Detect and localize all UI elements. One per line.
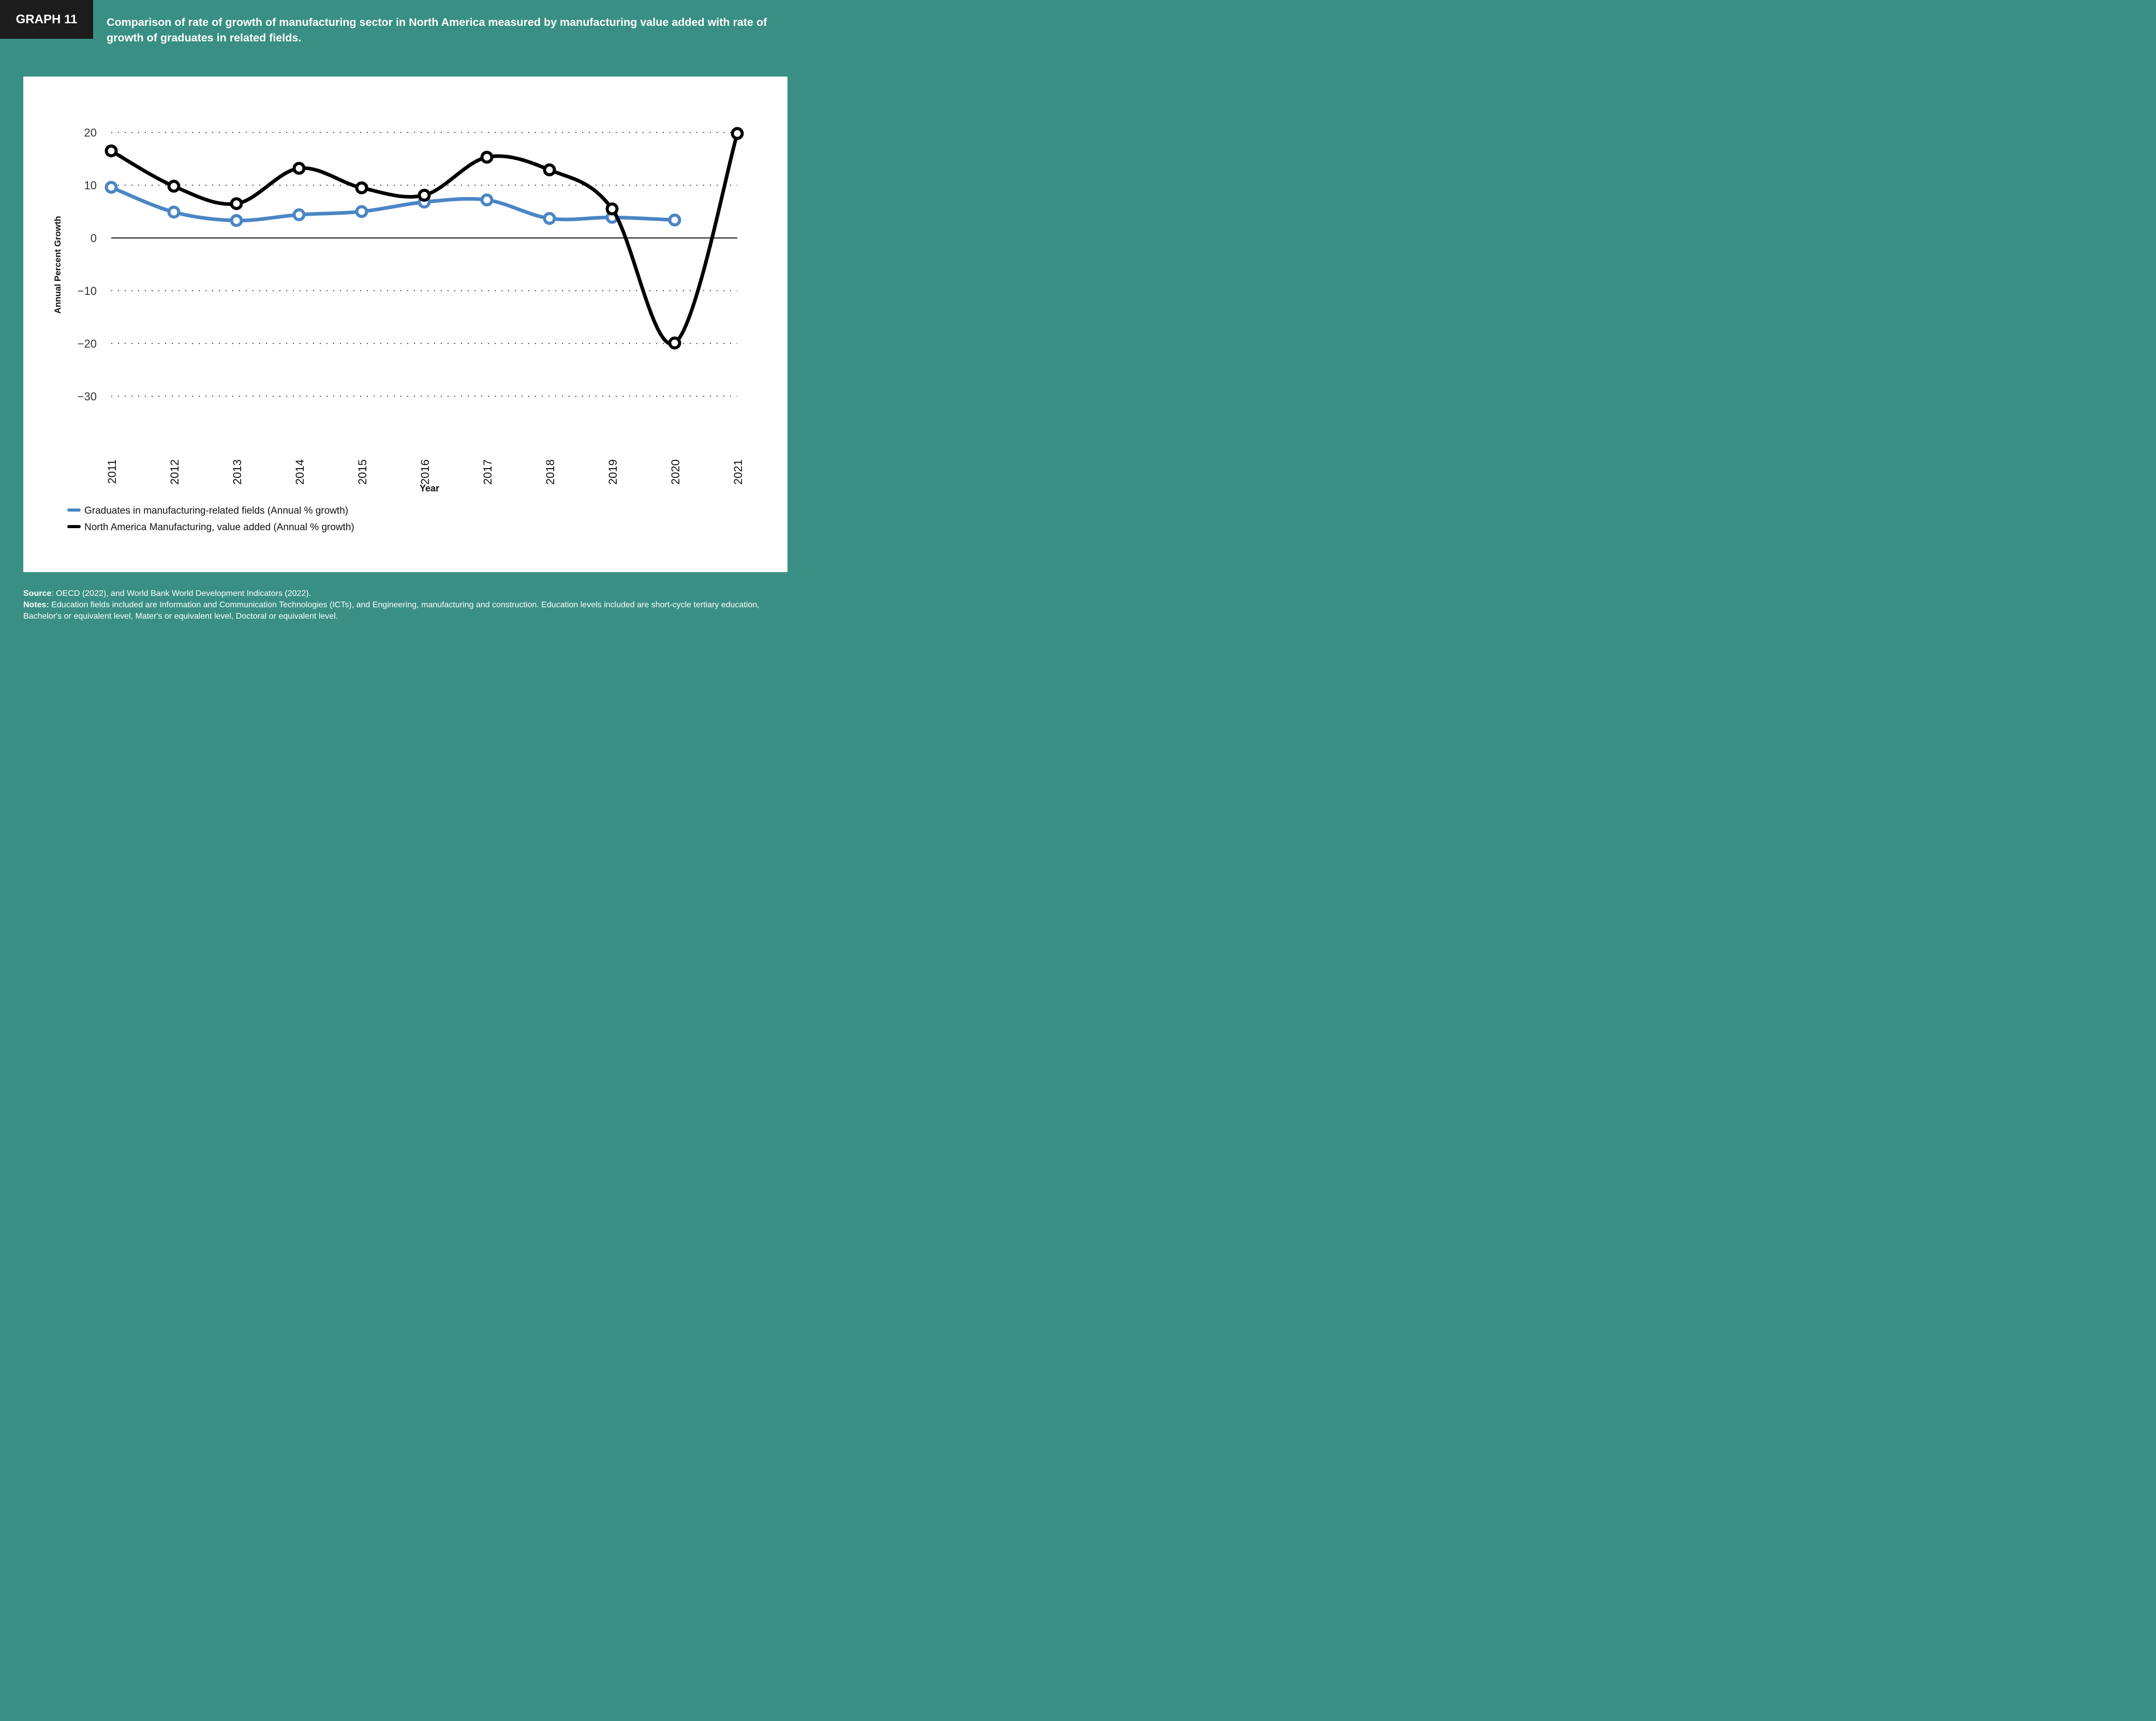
source-text: : OECD (2022), and World Bank World Deve… <box>51 589 311 598</box>
x-tick-label: 2019 <box>606 459 619 485</box>
y-tick-label: −20 <box>78 337 97 350</box>
data-point-graduates <box>105 181 118 194</box>
x-tick-label: 2020 <box>669 459 682 485</box>
series-line-graduates <box>109 185 677 222</box>
notes-text: Education fields included are Informatio… <box>23 601 760 621</box>
chart-title: Comparison of rate of growth of manufact… <box>107 16 767 44</box>
data-point-manufacturing <box>605 202 619 216</box>
y-axis-label: Annual Percent Growth <box>53 216 63 314</box>
x-tick-label: 2018 <box>544 459 557 485</box>
y-tick-label: 20 <box>84 126 97 139</box>
line-chart: 20 10 0 −10 −20 −30 2011 2012 2013 2014 2015 2016 20… <box>53 126 745 533</box>
data-point-manufacturing <box>230 197 243 211</box>
x-tick-label: 2011 <box>106 459 118 484</box>
data-point-manufacturing <box>167 179 181 193</box>
legend-label: North America Manufacturing, value added… <box>84 522 354 533</box>
y-tick-label: −30 <box>78 390 97 403</box>
data-point-manufacturing <box>731 127 744 140</box>
data-point-manufacturing <box>418 188 431 202</box>
chart-panel: 20 10 0 −10 −20 −30 2011 2012 2013 2014 2015 2016 20… <box>23 77 787 572</box>
data-point-graduates <box>543 212 556 225</box>
data-point-manufacturing <box>480 151 494 164</box>
data-point-graduates <box>480 193 494 207</box>
data-point-graduates <box>230 214 243 227</box>
x-tick-label: 2015 <box>356 459 369 485</box>
x-tick-label: 2014 <box>293 459 306 485</box>
x-tick-label: 2012 <box>168 459 181 485</box>
x-axis-label: Year <box>420 483 439 493</box>
data-point-graduates <box>292 208 306 221</box>
y-tick-label: 10 <box>84 179 97 192</box>
legend-label: Graduates in manufacturing-related field… <box>84 505 348 516</box>
data-point-manufacturing <box>668 336 681 350</box>
data-point-manufacturing <box>355 181 368 194</box>
notes-label: Notes: <box>23 601 49 609</box>
source-label: Source <box>23 589 52 598</box>
x-tick-label: 2017 <box>481 459 494 485</box>
y-tick-label: 0 <box>91 232 97 245</box>
footer-notes: Source: OECD (2022), and World Bank Worl… <box>23 588 789 622</box>
data-point-manufacturing <box>543 163 556 176</box>
x-tick-label: 2013 <box>231 459 244 485</box>
data-point-graduates <box>167 205 181 219</box>
series-line-manufacturing <box>109 131 739 346</box>
data-point-graduates <box>355 205 368 218</box>
x-tick-label: 2016 <box>419 459 432 485</box>
graph-number-tag: GRAPH 11 <box>0 0 93 39</box>
y-tick-label: −10 <box>78 285 97 297</box>
data-point-manufacturing <box>105 144 118 158</box>
x-tick-label: 2021 <box>732 459 745 485</box>
data-point-graduates <box>668 213 681 227</box>
data-point-manufacturing <box>292 161 306 175</box>
